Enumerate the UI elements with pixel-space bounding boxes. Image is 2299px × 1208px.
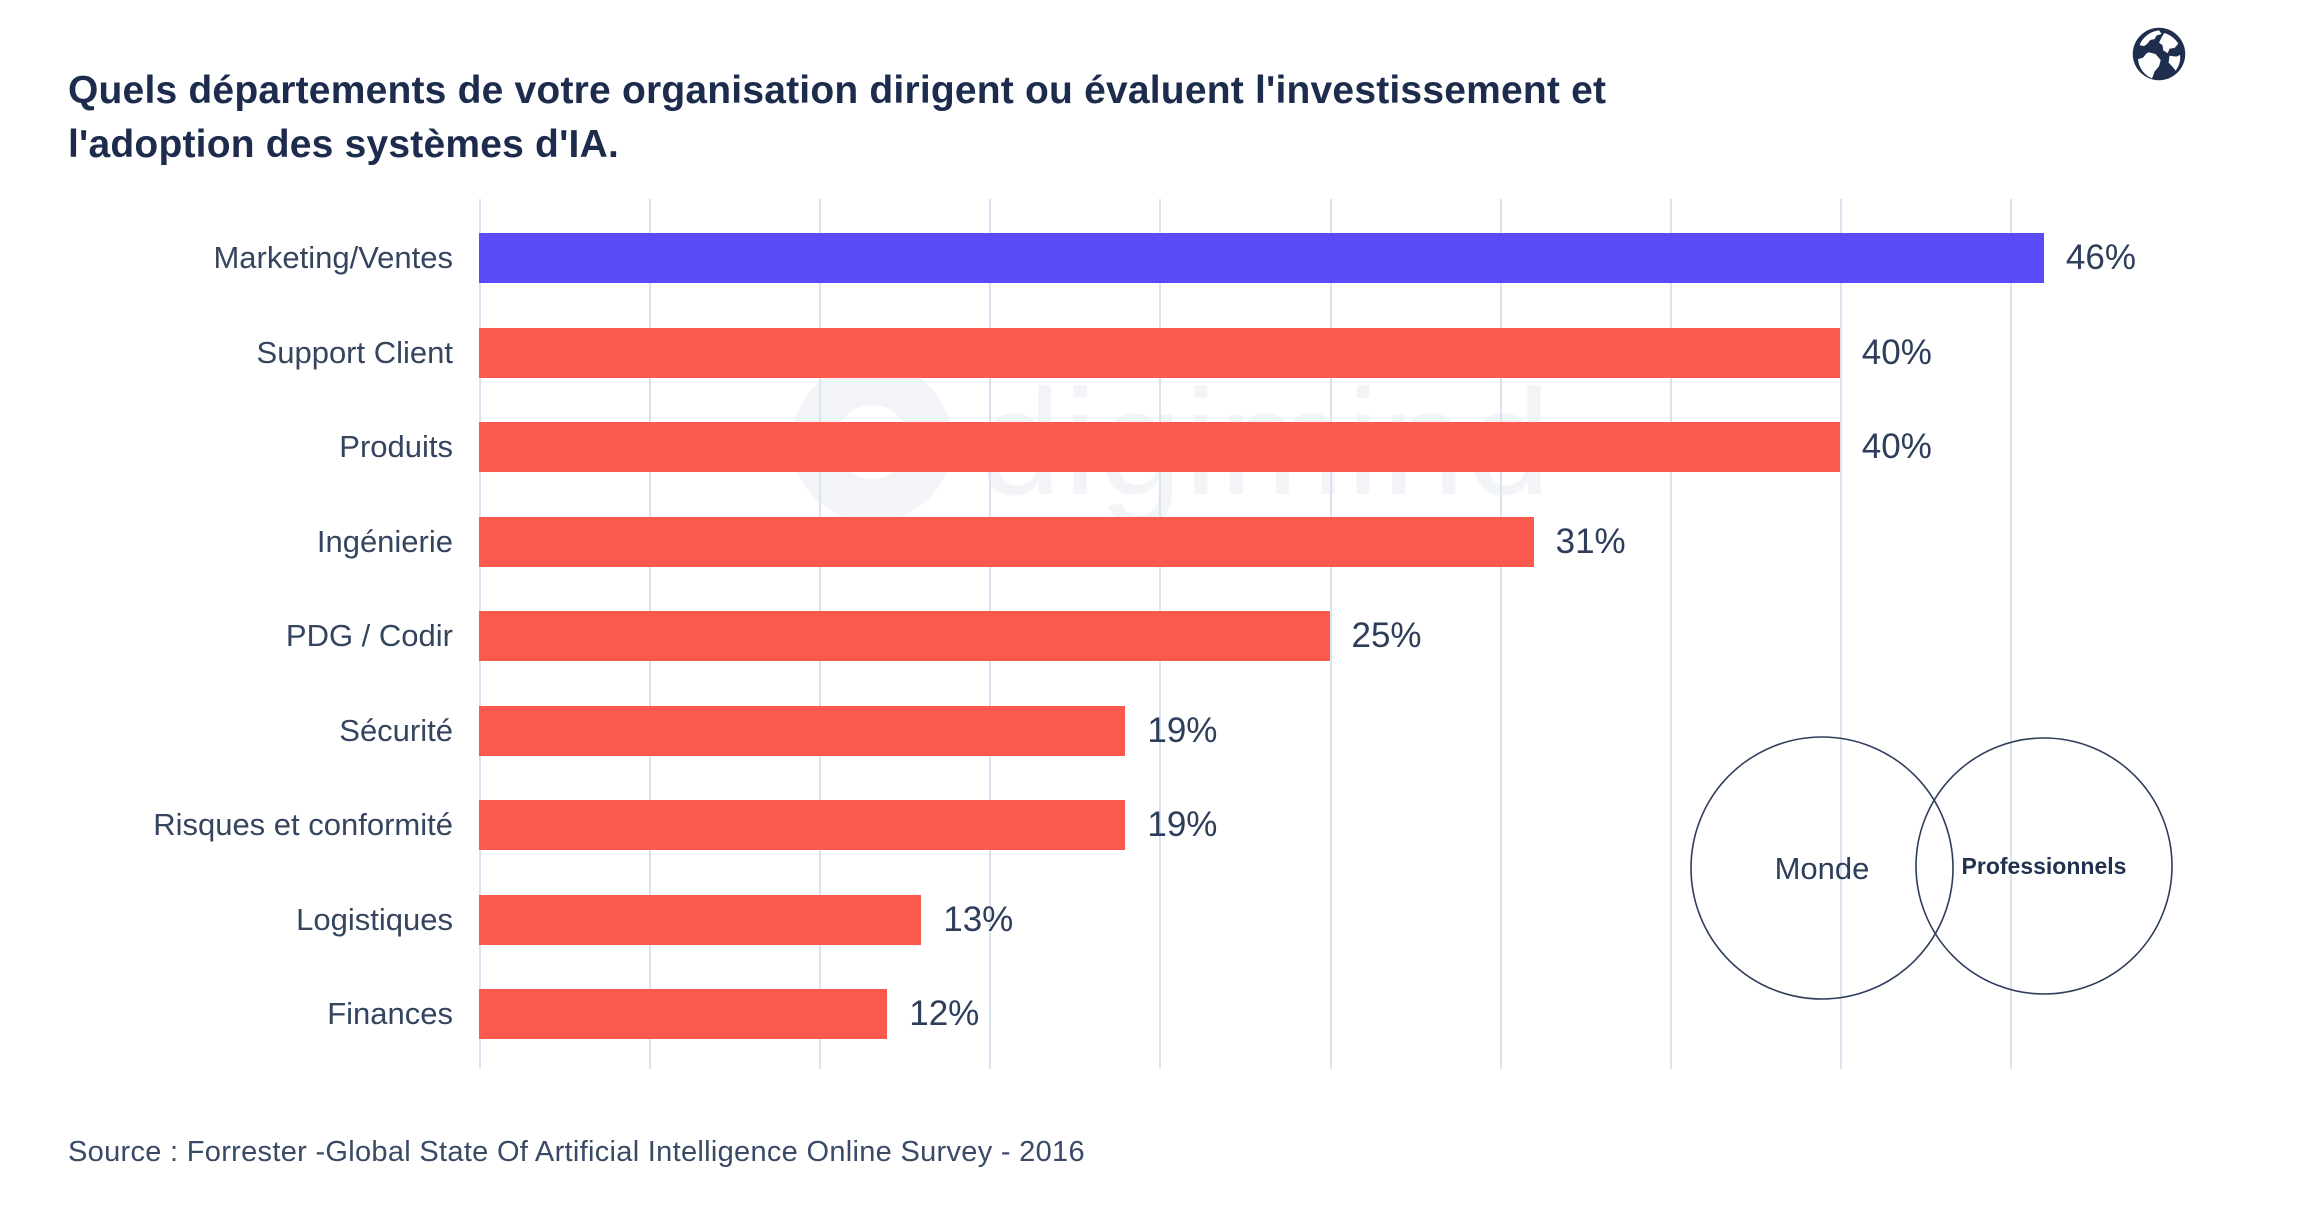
bar-marketing-ventes (479, 233, 2044, 283)
category-label-ing-nierie: Ingénierie (316, 523, 453, 559)
globe-icon (2132, 27, 2186, 81)
source-attribution: Source : Forrester -Global State Of Arti… (68, 1136, 1085, 1168)
category-label-finances: Finances (327, 996, 453, 1031)
category-label-logistiques: Logistiques (296, 901, 453, 937)
value-label-finances: 12% (909, 994, 980, 1033)
value-label-pdg-codir: 25% (1351, 616, 1422, 655)
bar-finances (479, 989, 888, 1039)
value-label-marketing-ventes: 46% (2065, 238, 2136, 277)
gridline-35pct (1669, 199, 1672, 1069)
value-label-s-curit: 19% (1147, 710, 1218, 750)
value-label-produits: 40% (1861, 427, 1932, 466)
value-label-logistiques: 13% (943, 899, 1014, 939)
gridline-40pct (1839, 199, 1842, 1069)
bar-s-curit (479, 705, 1126, 756)
value-label-ing-nierie: 31% (1555, 521, 1626, 561)
venn-label-monde: Monde (1775, 851, 1870, 886)
page-title: Quels départements de votre organisation… (68, 69, 1607, 167)
venn-circle-monde (1690, 736, 1954, 1000)
bar-logistiques (479, 894, 922, 945)
bar-support-client (479, 327, 1840, 378)
category-label-s-curit: Sécurité (339, 712, 453, 748)
venn-label-professionnels: Professionnels (1962, 853, 2127, 879)
bar-risques-et-conformit (479, 800, 1126, 850)
category-label-risques-et-conformit: Risques et conformité (153, 807, 453, 842)
gridline-30pct (1499, 199, 1502, 1069)
category-label-pdg-codir: PDG / Codir (285, 618, 453, 653)
gridline-25pct (1329, 199, 1332, 1069)
bar-chart-plot-area: 46% 40% 40% 31% 25% 19% 19% 13% 12% (479, 199, 2239, 1069)
category-label-support-client: Support Client (256, 334, 453, 370)
category-label-marketing-ventes: Marketing/Ventes (213, 240, 453, 275)
category-label-produits: Produits (339, 429, 453, 464)
venn-circle-professionnels (1915, 737, 2173, 995)
bar-produits (479, 422, 1840, 472)
venn-diagram: Monde Professionnels (1690, 736, 2173, 1000)
value-label-support-client: 40% (1861, 332, 1932, 372)
bar-ing-nierie (479, 516, 1534, 567)
bar-pdg-codir (479, 611, 1330, 661)
gridline-45pct (2009, 199, 2012, 1069)
category-labels-column: Marketing/Ventes Support Client Produits In… (60, 199, 453, 1069)
value-label-risques-et-conformit: 19% (1147, 805, 1218, 844)
